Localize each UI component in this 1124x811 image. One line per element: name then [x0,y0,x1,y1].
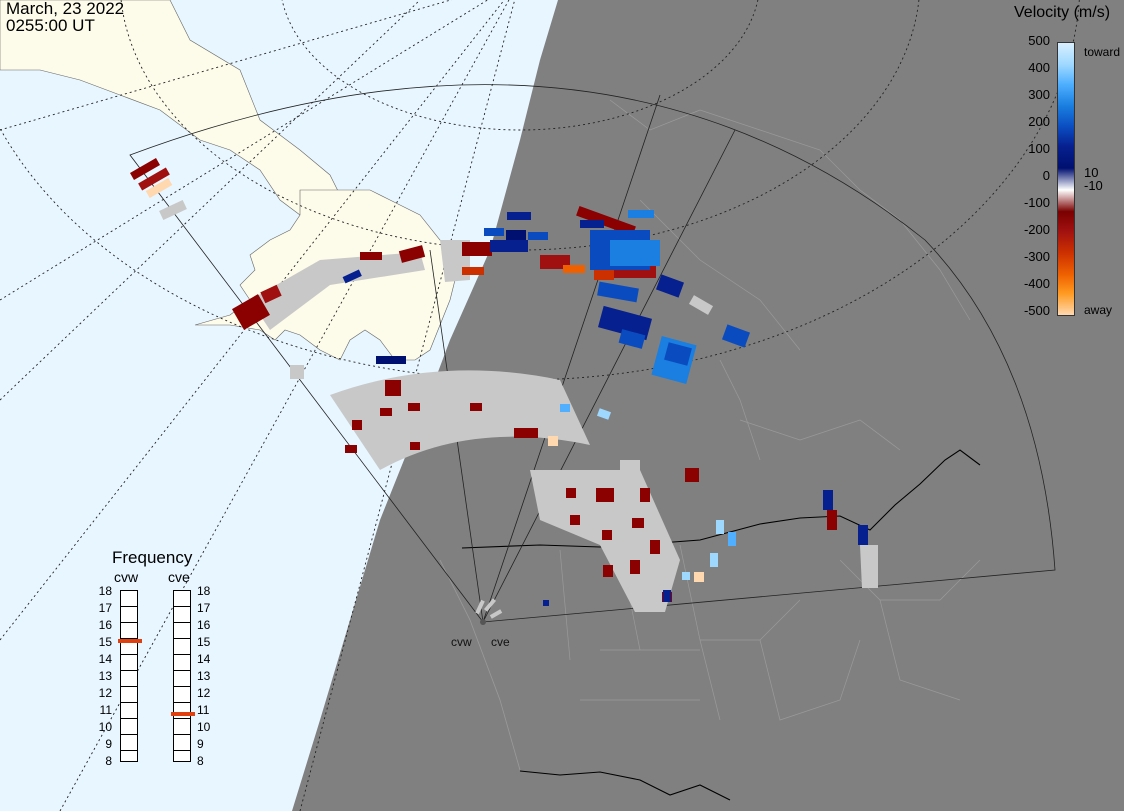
frequency-marker-cve [171,712,195,717]
frequency-tick: 15 [98,635,112,649]
frequency-cell [174,735,190,751]
frequency-tick: 16 [197,618,211,632]
frequency-cell [174,703,190,719]
date-label: March, 23 2022 [6,0,125,18]
frequency-tick: 12 [98,686,112,700]
night-land [292,0,1124,811]
frequency-tick: 9 [197,737,204,751]
frequency-cell [174,719,190,735]
velocity-tick: -10 [1084,178,1103,193]
frequency-cell [121,655,137,671]
velocity-tick: -300 [1023,249,1050,264]
frequency-cell [121,639,137,655]
frequency-scale-cve [173,590,191,762]
frequency-cell [174,623,190,639]
velocity-toward-cells [342,210,868,606]
frequency-tick: 13 [197,669,211,683]
frequency-cell [121,703,137,719]
frequency-tick: 17 [98,601,112,615]
frequency-cell [121,719,137,735]
frequency-cell [121,671,137,687]
siberia-land [0,0,341,216]
station-label-cvw: cvw [114,569,139,585]
frequency-tick: 8 [197,754,204,768]
toward-label: toward [1084,45,1121,59]
velocity-tick: -400 [1023,276,1050,291]
velocity-tick: 100 [1028,141,1050,156]
frequency-tick: 11 [197,703,210,717]
frequency-tick: 13 [98,669,112,683]
frequency-tick: 10 [98,720,112,734]
velocity-tick: -500 [1023,303,1050,318]
frequency-cell [174,639,190,655]
velocity-tick: 0 [1042,168,1050,183]
frequency-title: Frequency [112,548,193,567]
frequency-tick: 12 [197,686,211,700]
velocity-away-cells [130,158,837,602]
frequency-cell [121,623,137,639]
velocity-tick: 400 [1028,60,1050,75]
frequency-cell [174,655,190,671]
frequency-cell [174,687,190,703]
velocity-tick: -200 [1023,222,1050,237]
frequency-scale-cvw [120,590,138,762]
map-station-cvw: cvw [451,635,472,649]
frequency-marker-cvw [118,639,142,643]
station-label-cve: cve [168,569,190,585]
frequency-tick: 15 [197,635,211,649]
frequency-cell [174,591,190,607]
frequency-tick: 14 [197,652,211,666]
frequency-cell [121,591,137,607]
station-markers [475,598,503,625]
frequency-tick: 9 [105,737,112,751]
velocity-tick: -100 [1023,195,1050,210]
velocity-tick: 300 [1028,87,1050,102]
velocity-tick: 200 [1028,114,1050,129]
velocity-tick: 500 [1028,33,1050,48]
velocity-colorbar [1057,42,1075,316]
away-label: away [1084,303,1113,317]
frequency-cell [121,607,137,623]
frequency-tick: 8 [105,754,112,768]
frequency-cell [121,735,137,751]
frequency-cell [121,687,137,703]
time-label: 0255:00 UT [6,16,95,35]
map-station-cve: cve [491,635,510,649]
frequency-tick: 18 [197,584,211,598]
velocity-tick: 10 [1084,165,1099,180]
frequency-tick: 17 [197,601,211,615]
velocity-legend-title: Velocity (m/s) [1014,4,1111,21]
frequency-cell [174,671,190,687]
frequency-cell [174,607,190,623]
frequency-tick: 11 [99,703,112,717]
frequency-tick: 18 [98,584,112,598]
frequency-tick: 10 [197,720,211,734]
frequency-tick: 16 [98,618,112,632]
frequency-tick: 14 [98,652,112,666]
